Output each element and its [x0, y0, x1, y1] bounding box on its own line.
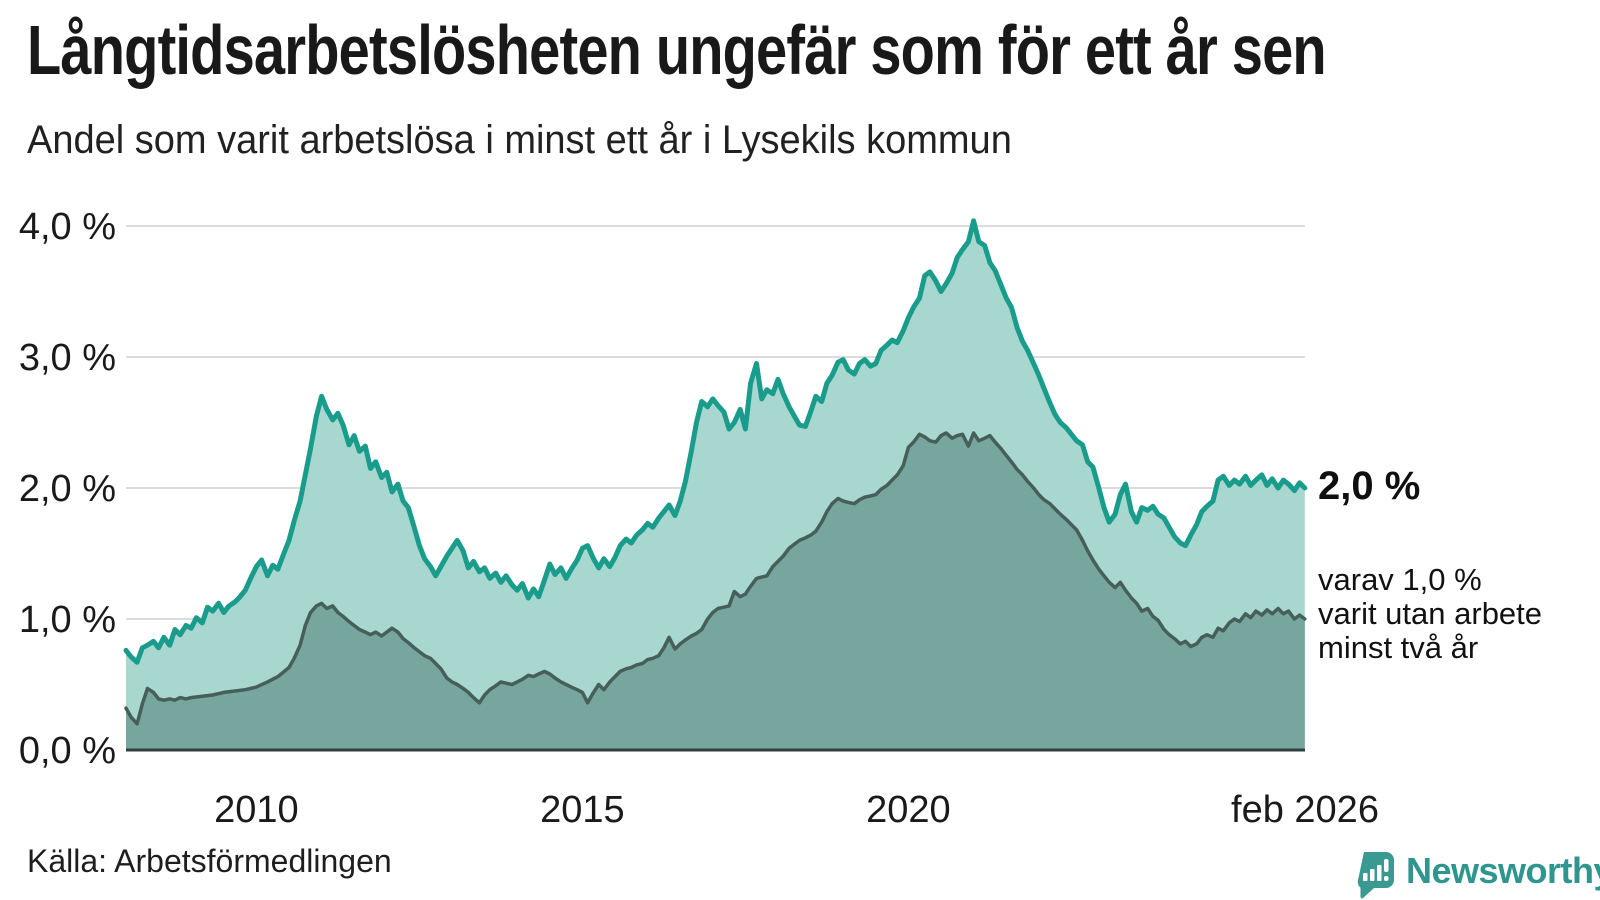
series-line-one-year [123, 218, 1308, 665]
secondary-series-annotation: varav 1,0 % varit utan arbete minst två … [1318, 563, 1600, 665]
annotation-line-3: minst två år [1318, 630, 1479, 665]
annotation-line-1: varav 1,0 % [1318, 562, 1482, 597]
y-tick-label: 2,0 % [19, 468, 116, 510]
x-tick-label: 2015 [540, 789, 625, 831]
x-tick-label: 2020 [866, 789, 951, 831]
series-end-value-label: 2,0 % [1318, 464, 1421, 508]
y-tick-label: 3,0 % [19, 337, 116, 379]
x-tick-label: 2010 [214, 789, 299, 831]
y-tick-label: 1,0 % [19, 599, 116, 641]
y-tick-label: 0,0 % [19, 730, 116, 772]
newsworthy-logo: Newsworthy [1356, 848, 1600, 899]
newsworthy-logo-text: Newsworthy [1406, 850, 1600, 891]
chart-subtitle: Andel som varit arbetslösa i minst ett å… [27, 118, 1012, 162]
series-line-two-years [124, 431, 1307, 726]
annotation-line-2: varit utan arbete [1318, 596, 1543, 631]
page-title: Långtidsarbetslösheten ungefär som för e… [27, 11, 1327, 89]
newsworthy-bar-chart-icon [1357, 852, 1394, 899]
series-area-two-years [126, 433, 1305, 750]
source-attribution: Källa: Arbetsförmedlingen [27, 843, 392, 879]
y-tick-label: 4,0 % [19, 206, 116, 248]
x-tick-label: feb 2026 [1231, 789, 1379, 831]
